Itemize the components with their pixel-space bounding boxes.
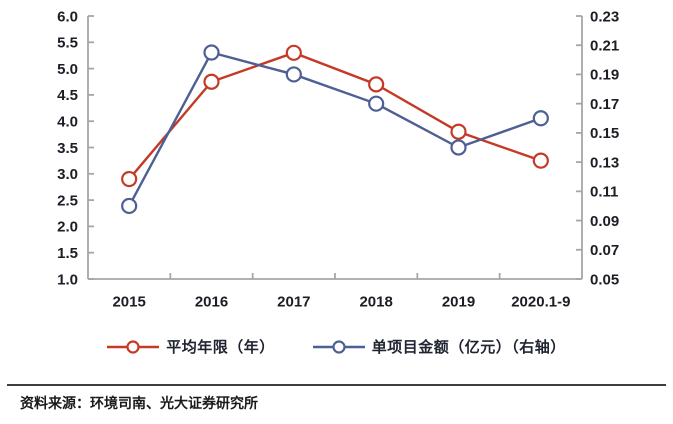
x-axis-tick-label: 2015 bbox=[112, 293, 145, 310]
left-axis-tick-label: 2.5 bbox=[57, 192, 78, 209]
legend-label: 单项目金额（亿元）（右轴） bbox=[371, 339, 566, 356]
legend-item-avg-years: 平均年限（年） bbox=[107, 336, 275, 357]
data-point-marker bbox=[450, 139, 467, 156]
data-point-marker bbox=[121, 197, 138, 215]
data-point-marker bbox=[532, 152, 549, 169]
left-axis-tick-label: 1.5 bbox=[57, 245, 78, 262]
left-axis-tick-label: 5.5 bbox=[57, 35, 78, 52]
right-axis-tick-label: 0.21 bbox=[590, 37, 619, 54]
data-point-marker bbox=[121, 170, 138, 188]
line-chart: 6.0 5.5 5.0 4.5 4.0 3.5 3.0 2.5 2.0 1.5 1.0 0.23 0.2… bbox=[57, 8, 619, 310]
x-axis-tick-label: 2017 bbox=[277, 293, 310, 310]
right-axis-tick-label: 0.13 bbox=[590, 154, 619, 171]
left-axis-tick-label: 3.0 bbox=[57, 166, 78, 183]
footer-divider bbox=[7, 384, 666, 386]
right-axis-tick-label: 0.15 bbox=[590, 125, 619, 142]
data-point-marker bbox=[368, 95, 385, 112]
legend-line-marker-icon bbox=[312, 339, 365, 354]
data-point-marker bbox=[368, 76, 385, 93]
x-axis-tick-label: 2019 bbox=[442, 293, 475, 310]
data-source-note: 资料来源：环境司南、光大证券研究所 bbox=[20, 395, 258, 411]
data-point-marker bbox=[450, 123, 467, 140]
legend-item-project-amount: 单项目金额（亿元）（右轴） bbox=[312, 336, 566, 357]
right-axis-tick-label: 0.05 bbox=[590, 271, 619, 288]
left-axis-tick-label: 2.0 bbox=[57, 219, 78, 236]
x-axis-tick-label: 2020.1-9 bbox=[511, 293, 570, 310]
left-axis-tick-label: 4.5 bbox=[57, 87, 78, 104]
data-point-marker bbox=[285, 66, 302, 83]
legend-label: 平均年限（年） bbox=[166, 339, 275, 356]
right-axis-tick-label: 0.11 bbox=[590, 184, 618, 201]
data-point-marker bbox=[285, 44, 302, 61]
x-axis-tick-label: 2018 bbox=[359, 293, 392, 310]
left-axis-tick-label: 4.0 bbox=[57, 113, 78, 130]
left-axis-tick-label: 1.0 bbox=[57, 271, 78, 288]
right-axis-tick-label: 0.07 bbox=[590, 242, 619, 259]
data-point-marker bbox=[203, 44, 220, 61]
left-axis-tick-label: 6.0 bbox=[57, 8, 78, 25]
data-point-marker bbox=[203, 73, 220, 90]
right-axis-tick-label: 0.17 bbox=[590, 96, 619, 113]
right-axis-tick-label: 0.19 bbox=[590, 67, 619, 84]
right-axis-tick-label: 0.23 bbox=[590, 8, 619, 25]
left-axis-tick-label: 5.0 bbox=[57, 61, 78, 78]
series-line bbox=[128, 51, 542, 180]
right-axis-tick-label: 0.09 bbox=[590, 213, 619, 230]
legend-line-marker-icon bbox=[107, 339, 160, 354]
x-axis-tick-label: 2016 bbox=[195, 293, 228, 310]
left-axis-tick-label: 3.5 bbox=[57, 140, 78, 157]
series-line bbox=[128, 51, 542, 207]
chart-legend: 平均年限（年） 单项目金额（亿元）（右轴） bbox=[0, 336, 673, 357]
data-point-marker bbox=[532, 110, 549, 127]
